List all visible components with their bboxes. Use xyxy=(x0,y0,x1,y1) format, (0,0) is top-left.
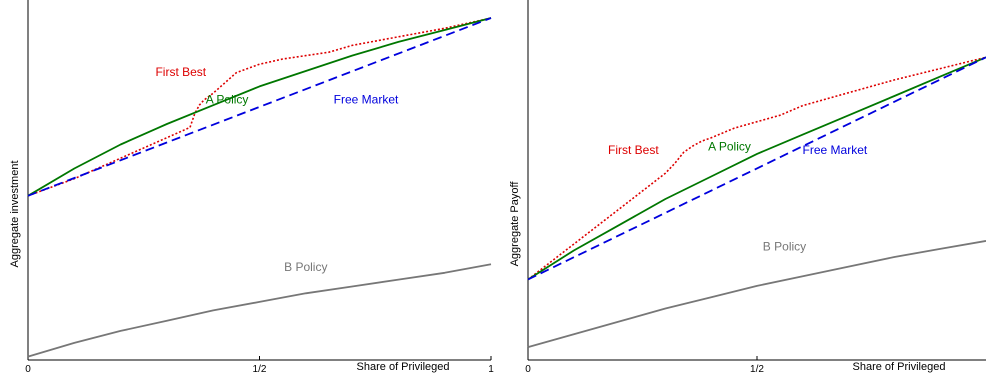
y-axis-label: Aggregate investment xyxy=(9,160,21,267)
series-line-b-policy xyxy=(27,263,492,358)
chart-panel-2: 0 1/2 Share of Privileged Aggregate Payoff F… xyxy=(509,0,986,374)
x-axis-label: Share of Privileged xyxy=(357,361,450,373)
series-line-free-market xyxy=(527,56,986,281)
annotation-a-policy: A Policy xyxy=(206,93,249,107)
x-tick-label: 1/2 xyxy=(253,364,267,374)
x-tick-label: 1/2 xyxy=(750,364,764,374)
x-tick-label: 0 xyxy=(525,364,531,374)
series-line-free-market xyxy=(27,17,492,197)
x-axis-label: Share of Privileged xyxy=(853,361,946,373)
x-tick-label: 0 xyxy=(25,364,31,374)
x-tick-label: 1 xyxy=(488,364,494,374)
annotation-b-policy: B Policy xyxy=(284,260,327,274)
series-line-a-policy xyxy=(27,17,492,197)
annotation-free-market: Free Market xyxy=(334,93,399,107)
series-line-a-policy xyxy=(527,56,986,281)
y-axis-label: Aggregate Payoff xyxy=(509,181,521,267)
series-line-first-best xyxy=(27,17,492,197)
annotation-b-policy: B Policy xyxy=(763,240,806,254)
chart-panel-1: 0 1/2 1 Share of Privileged Aggregate invest… xyxy=(9,0,494,374)
annotation-free-market: Free Market xyxy=(803,143,868,157)
series-line-b-policy xyxy=(527,240,986,348)
annotation-first-best: First Best xyxy=(155,65,206,79)
annotation-first-best: First Best xyxy=(608,143,659,157)
annotation-a-policy: A Policy xyxy=(708,140,751,154)
series-line-first-best xyxy=(527,56,986,281)
